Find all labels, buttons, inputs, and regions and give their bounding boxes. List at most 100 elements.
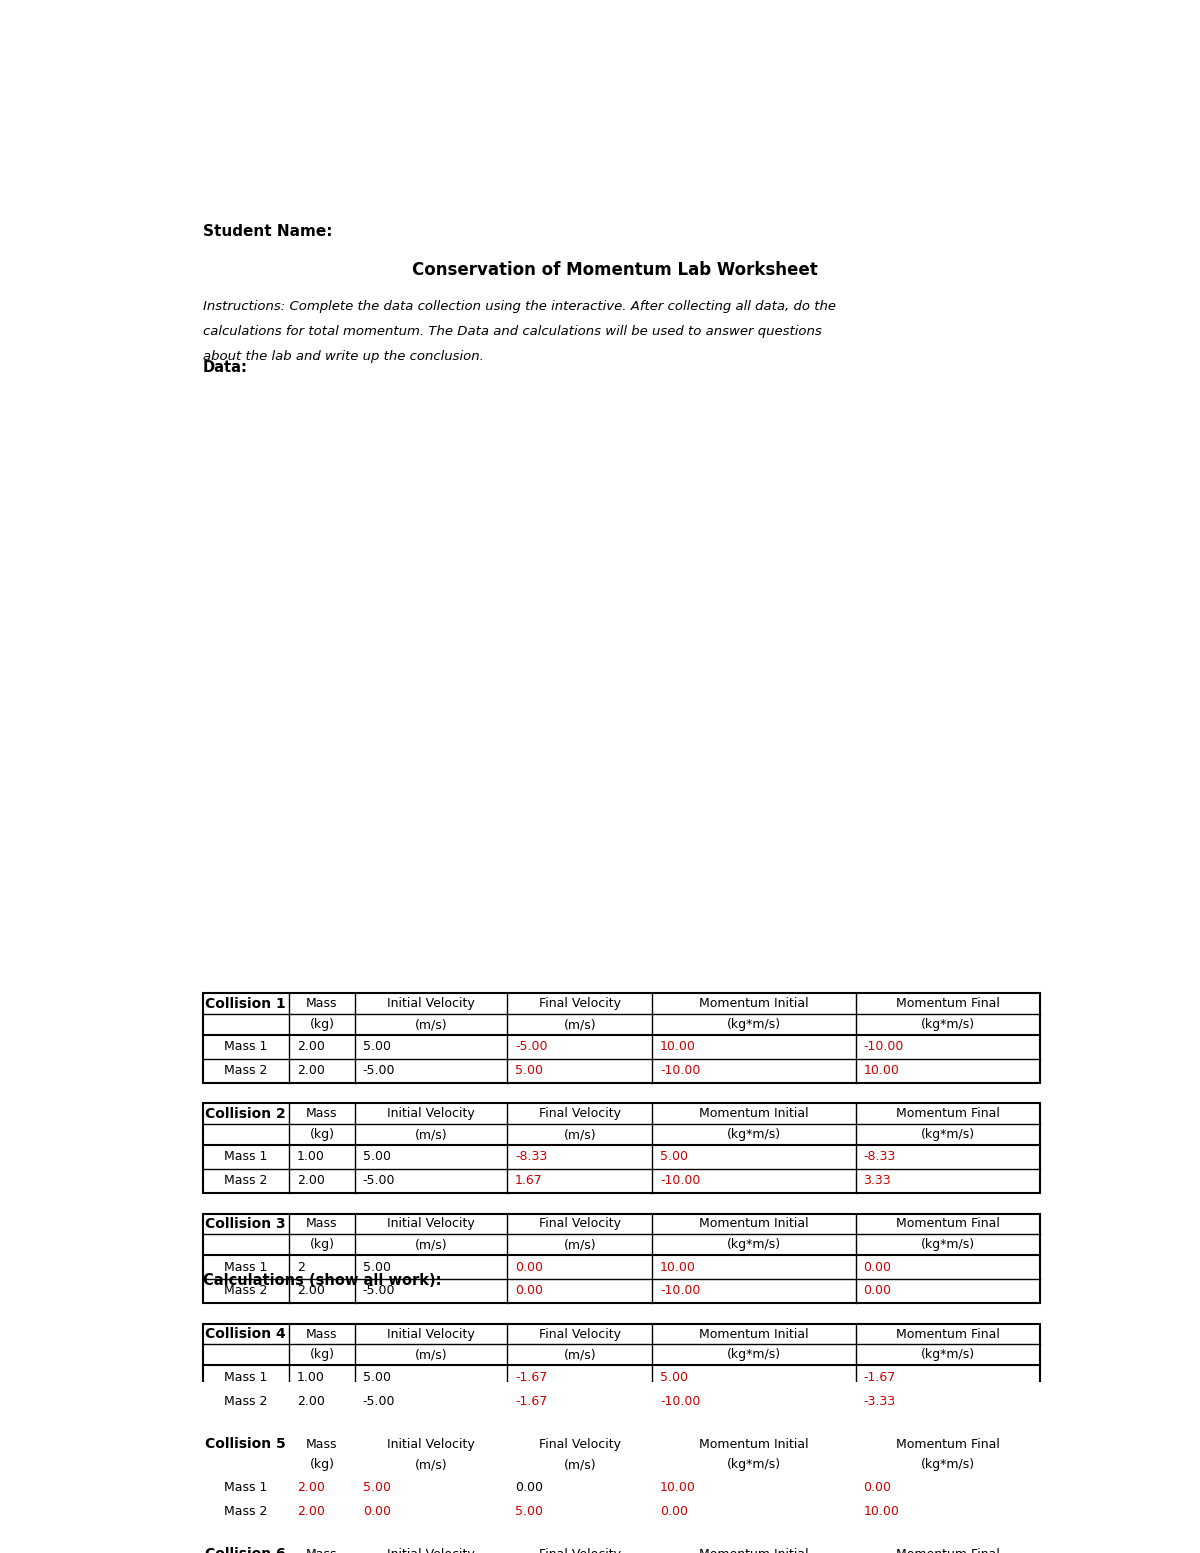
Text: (m/s): (m/s) bbox=[415, 1238, 448, 1252]
Text: Mass: Mass bbox=[306, 1438, 337, 1451]
Text: 2.00: 2.00 bbox=[296, 1395, 324, 1407]
Text: 5.00: 5.00 bbox=[362, 1480, 391, 1494]
Text: Final Velocity: Final Velocity bbox=[539, 1218, 620, 1230]
Text: Final Velocity: Final Velocity bbox=[539, 1107, 620, 1120]
Text: Final Velocity: Final Velocity bbox=[539, 1438, 620, 1451]
Text: Mass 1: Mass 1 bbox=[224, 1261, 268, 1273]
Text: 10.00: 10.00 bbox=[660, 1041, 696, 1053]
Text: Momentum Final: Momentum Final bbox=[895, 1328, 1000, 1340]
Text: (kg*m/s): (kg*m/s) bbox=[727, 1127, 781, 1141]
Bar bbox=[203, 1544, 1039, 1553]
Text: Collision 5: Collision 5 bbox=[205, 1437, 286, 1451]
Text: Calculations (show all work):: Calculations (show all work): bbox=[203, 1273, 442, 1287]
Text: (m/s): (m/s) bbox=[415, 1127, 448, 1141]
Text: 2.00: 2.00 bbox=[296, 1041, 324, 1053]
Text: -8.33: -8.33 bbox=[515, 1151, 547, 1163]
Bar bbox=[203, 1323, 1039, 1413]
Text: Momentum Final: Momentum Final bbox=[895, 1107, 1000, 1120]
Text: Mass 1: Mass 1 bbox=[224, 1371, 268, 1384]
Bar bbox=[203, 1104, 1039, 1193]
Text: 0.00: 0.00 bbox=[863, 1284, 892, 1297]
Text: -10.00: -10.00 bbox=[660, 1174, 701, 1188]
Text: (kg*m/s): (kg*m/s) bbox=[920, 1238, 974, 1252]
Text: Mass 1: Mass 1 bbox=[224, 1480, 268, 1494]
Text: -10.00: -10.00 bbox=[660, 1395, 701, 1407]
Text: Collision 1: Collision 1 bbox=[205, 997, 286, 1011]
Text: Momentum Initial: Momentum Initial bbox=[700, 1328, 809, 1340]
Text: 3.33: 3.33 bbox=[863, 1174, 890, 1188]
Text: 2: 2 bbox=[296, 1261, 305, 1273]
Text: 2.00: 2.00 bbox=[296, 1284, 324, 1297]
Text: 10.00: 10.00 bbox=[863, 1505, 899, 1517]
Text: Mass: Mass bbox=[306, 1107, 337, 1120]
Text: -5.00: -5.00 bbox=[362, 1284, 395, 1297]
Text: Final Velocity: Final Velocity bbox=[539, 1328, 620, 1340]
Text: 2.00: 2.00 bbox=[296, 1064, 324, 1078]
Text: 0.00: 0.00 bbox=[515, 1284, 544, 1297]
Text: Momentum Initial: Momentum Initial bbox=[700, 1548, 809, 1553]
Bar bbox=[203, 1213, 1039, 1303]
Text: Momentum Final: Momentum Final bbox=[895, 997, 1000, 1009]
Text: 0.00: 0.00 bbox=[863, 1261, 892, 1273]
Text: Momentum Initial: Momentum Initial bbox=[700, 997, 809, 1009]
Text: Mass 1: Mass 1 bbox=[224, 1041, 268, 1053]
Text: 1.00: 1.00 bbox=[296, 1371, 324, 1384]
Text: Initial Velocity: Initial Velocity bbox=[388, 997, 475, 1009]
Text: Initial Velocity: Initial Velocity bbox=[388, 1107, 475, 1120]
Text: Conservation of Momentum Lab Worksheet: Conservation of Momentum Lab Worksheet bbox=[412, 261, 818, 278]
Text: 5.00: 5.00 bbox=[362, 1041, 391, 1053]
Text: Momentum Final: Momentum Final bbox=[895, 1438, 1000, 1451]
Text: -3.33: -3.33 bbox=[863, 1395, 895, 1407]
Text: (kg*m/s): (kg*m/s) bbox=[920, 1458, 974, 1471]
Text: Collision 3: Collision 3 bbox=[205, 1218, 286, 1232]
Text: Momentum Initial: Momentum Initial bbox=[700, 1438, 809, 1451]
Text: -8.33: -8.33 bbox=[863, 1151, 895, 1163]
Text: 0.00: 0.00 bbox=[660, 1505, 688, 1517]
Text: Mass 2: Mass 2 bbox=[224, 1174, 268, 1188]
Text: 2.00: 2.00 bbox=[296, 1505, 324, 1517]
Text: (kg): (kg) bbox=[310, 1238, 335, 1252]
Text: (kg*m/s): (kg*m/s) bbox=[727, 1238, 781, 1252]
Text: Mass: Mass bbox=[306, 997, 337, 1009]
Text: Momentum Final: Momentum Final bbox=[895, 1548, 1000, 1553]
Text: (m/s): (m/s) bbox=[564, 1458, 596, 1471]
Text: -1.67: -1.67 bbox=[515, 1371, 547, 1384]
Text: 5.00: 5.00 bbox=[660, 1151, 688, 1163]
Text: (kg*m/s): (kg*m/s) bbox=[920, 1127, 974, 1141]
Text: (kg): (kg) bbox=[310, 1458, 335, 1471]
Text: 5.00: 5.00 bbox=[362, 1261, 391, 1273]
Text: Final Velocity: Final Velocity bbox=[539, 997, 620, 1009]
Text: Data:: Data: bbox=[203, 360, 247, 374]
Text: -10.00: -10.00 bbox=[863, 1041, 904, 1053]
Text: (kg): (kg) bbox=[310, 1019, 335, 1031]
Text: Momentum Initial: Momentum Initial bbox=[700, 1218, 809, 1230]
Text: Initial Velocity: Initial Velocity bbox=[388, 1438, 475, 1451]
Text: 5.00: 5.00 bbox=[660, 1371, 688, 1384]
Text: Student Name:: Student Name: bbox=[203, 224, 332, 239]
Text: (kg): (kg) bbox=[310, 1127, 335, 1141]
Text: (kg*m/s): (kg*m/s) bbox=[727, 1348, 781, 1362]
Bar bbox=[203, 1433, 1039, 1523]
Text: Mass 2: Mass 2 bbox=[224, 1395, 268, 1407]
Text: Momentum Final: Momentum Final bbox=[895, 1218, 1000, 1230]
Text: (m/s): (m/s) bbox=[564, 1127, 596, 1141]
Text: Instructions: Complete the data collection using the interactive. After collecti: Instructions: Complete the data collecti… bbox=[203, 300, 835, 314]
Text: Collision 2: Collision 2 bbox=[205, 1107, 286, 1121]
Text: -10.00: -10.00 bbox=[660, 1064, 701, 1078]
Text: 0.00: 0.00 bbox=[515, 1261, 544, 1273]
Text: Mass 2: Mass 2 bbox=[224, 1284, 268, 1297]
Text: 5.00: 5.00 bbox=[515, 1064, 544, 1078]
Text: Mass: Mass bbox=[306, 1548, 337, 1553]
Text: 10.00: 10.00 bbox=[660, 1480, 696, 1494]
Text: 10.00: 10.00 bbox=[660, 1261, 696, 1273]
Text: (m/s): (m/s) bbox=[415, 1348, 448, 1362]
Text: (kg*m/s): (kg*m/s) bbox=[920, 1019, 974, 1031]
Text: calculations for total momentum. The Data and calculations will be used to answe: calculations for total momentum. The Dat… bbox=[203, 325, 822, 339]
Text: -5.00: -5.00 bbox=[515, 1041, 547, 1053]
Text: about the lab and write up the conclusion.: about the lab and write up the conclusio… bbox=[203, 349, 484, 362]
Bar bbox=[203, 994, 1039, 1082]
Text: Initial Velocity: Initial Velocity bbox=[388, 1548, 475, 1553]
Text: -5.00: -5.00 bbox=[362, 1395, 395, 1407]
Text: (kg*m/s): (kg*m/s) bbox=[727, 1458, 781, 1471]
Text: 2.00: 2.00 bbox=[296, 1174, 324, 1188]
